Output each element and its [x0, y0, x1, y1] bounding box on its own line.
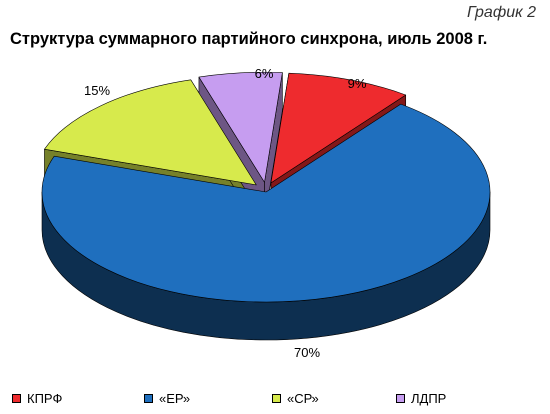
legend-item-sr: «СР» [272, 391, 396, 406]
chart-title: Структура суммарного партийного синхрона… [10, 30, 488, 48]
legend-item-kprf: КПРФ [12, 391, 144, 406]
chart-legend: КПРФ «ЕР» «СР» ЛДПР [12, 391, 446, 406]
pie-slice-лдпр [198, 71, 283, 183]
data-label: 6% [255, 66, 274, 81]
legend-swatch [144, 394, 153, 403]
legend-label: «ЕР» [159, 391, 191, 406]
legend-swatch [396, 394, 405, 403]
data-label: 9% [348, 76, 367, 91]
legend-item-ldpr: ЛДПР [396, 391, 446, 406]
legend-swatch [12, 394, 21, 403]
data-label: 70% [294, 345, 320, 360]
graph-number-label: График 2 [467, 4, 536, 21]
pie-slice-кпрф [270, 72, 407, 184]
pie-slice-ср [44, 79, 257, 186]
legend-label: КПРФ [27, 391, 63, 406]
legend-label: ЛДПР [411, 391, 447, 406]
data-label: 15% [84, 83, 110, 98]
legend-label: «СР» [287, 391, 319, 406]
legend-item-er: «ЕР» [144, 391, 272, 406]
pie-chart: 9% 70% 15% 6% [41, 66, 491, 360]
pie-slice-ер [41, 103, 491, 303]
legend-swatch [272, 394, 281, 403]
